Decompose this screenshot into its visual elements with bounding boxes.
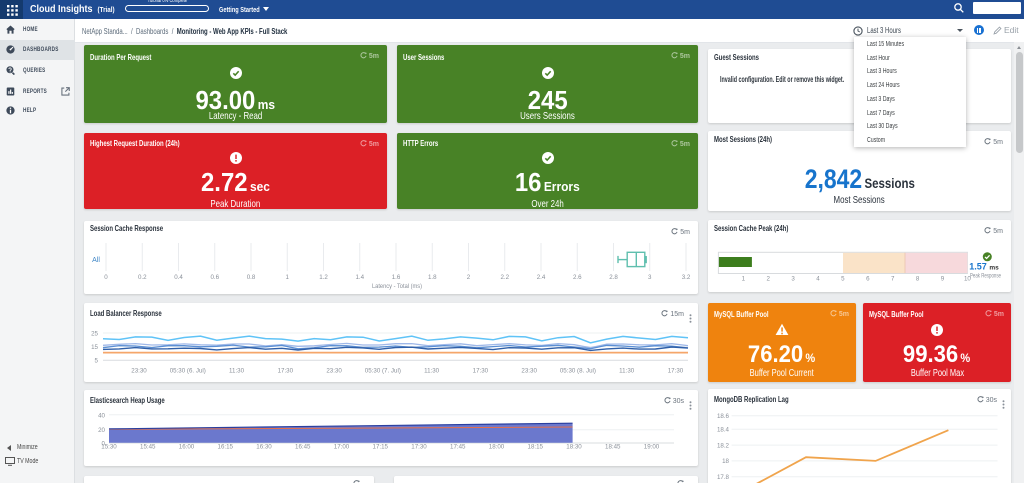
svg-text:15:45: 15:45 — [140, 444, 156, 451]
svg-text:18:30: 18:30 — [566, 444, 582, 451]
svg-text:16:00: 16:00 — [179, 444, 195, 451]
svg-text:17:15: 17:15 — [373, 444, 389, 451]
svg-text:2: 2 — [766, 276, 770, 283]
svg-text:2.4: 2.4 — [537, 274, 546, 281]
svg-text:17:45: 17:45 — [450, 444, 466, 451]
svg-text:17:30: 17:30 — [411, 444, 427, 451]
svg-text:18.6: 18.6 — [717, 413, 730, 420]
svg-text:25: 25 — [91, 331, 98, 338]
svg-text:2: 2 — [467, 274, 471, 281]
svg-text:19:00: 19:00 — [644, 444, 660, 451]
svg-text:All: All — [92, 257, 100, 264]
svg-text:0: 0 — [102, 441, 106, 448]
svg-text:11:30: 11:30 — [424, 368, 440, 375]
svg-text:1: 1 — [742, 276, 746, 283]
svg-text:23:30: 23:30 — [326, 368, 342, 375]
svg-text:11:30: 11:30 — [619, 368, 635, 375]
svg-text:8: 8 — [916, 276, 920, 283]
svg-text:17:30: 17:30 — [668, 368, 684, 375]
svg-text:16:15: 16:15 — [218, 444, 234, 451]
svg-text:0: 0 — [104, 274, 108, 281]
svg-text:1.8: 1.8 — [428, 274, 437, 281]
svg-text:3: 3 — [791, 276, 795, 283]
svg-text:2.6: 2.6 — [573, 274, 582, 281]
svg-text:Latency - Total (ms): Latency - Total (ms) — [372, 283, 422, 290]
svg-text:Peak Response: Peak Response — [970, 274, 1001, 280]
svg-text:15: 15 — [91, 344, 98, 351]
svg-text:18.2: 18.2 — [717, 442, 730, 449]
svg-text:6: 6 — [866, 276, 870, 283]
svg-text:9: 9 — [941, 276, 945, 283]
svg-text:18:15: 18:15 — [528, 444, 544, 451]
svg-text:7: 7 — [891, 276, 895, 283]
svg-text:18:00: 18:00 — [489, 444, 505, 451]
svg-text:1.57 ms: 1.57 ms — [969, 262, 999, 272]
svg-text:40: 40 — [98, 412, 105, 419]
svg-text:23:30: 23:30 — [521, 368, 537, 375]
svg-text:3: 3 — [648, 274, 652, 281]
svg-text:05:30 (8. Jul): 05:30 (8. Jul) — [560, 368, 596, 375]
svg-text:18: 18 — [722, 458, 729, 465]
svg-text:0.6: 0.6 — [210, 274, 219, 281]
svg-text:05:30 (6. Jul): 05:30 (6. Jul) — [170, 368, 206, 375]
svg-text:3.2: 3.2 — [682, 274, 691, 281]
svg-text:16:45: 16:45 — [295, 444, 311, 451]
svg-text:05:30 (7. Jul): 05:30 (7. Jul) — [365, 368, 401, 375]
svg-text:2.8: 2.8 — [609, 274, 618, 281]
svg-text:1.2: 1.2 — [319, 274, 328, 281]
svg-text:17.8: 17.8 — [717, 474, 730, 481]
svg-text:2.2: 2.2 — [500, 274, 509, 281]
svg-text:15:30: 15:30 — [101, 444, 117, 451]
svg-text:4: 4 — [816, 276, 820, 283]
svg-text:0.2: 0.2 — [138, 274, 147, 281]
svg-text:18:45: 18:45 — [605, 444, 621, 451]
svg-text:5: 5 — [841, 276, 845, 283]
svg-text:5: 5 — [95, 358, 99, 365]
svg-text:23:30: 23:30 — [131, 368, 147, 375]
svg-text:20: 20 — [98, 427, 105, 434]
svg-text:17:30: 17:30 — [278, 368, 294, 375]
svg-text:0.8: 0.8 — [247, 274, 256, 281]
svg-text:18.4: 18.4 — [717, 427, 730, 434]
svg-text:1.4: 1.4 — [355, 274, 364, 281]
svg-text:10: 10 — [964, 276, 971, 283]
svg-text:11:30: 11:30 — [229, 368, 245, 375]
svg-text:0.4: 0.4 — [174, 274, 183, 281]
svg-text:17:30: 17:30 — [473, 368, 489, 375]
svg-text:1.6: 1.6 — [392, 274, 401, 281]
svg-text:16:30: 16:30 — [256, 444, 272, 451]
svg-text:1: 1 — [286, 274, 290, 281]
svg-text:17:00: 17:00 — [334, 444, 350, 451]
